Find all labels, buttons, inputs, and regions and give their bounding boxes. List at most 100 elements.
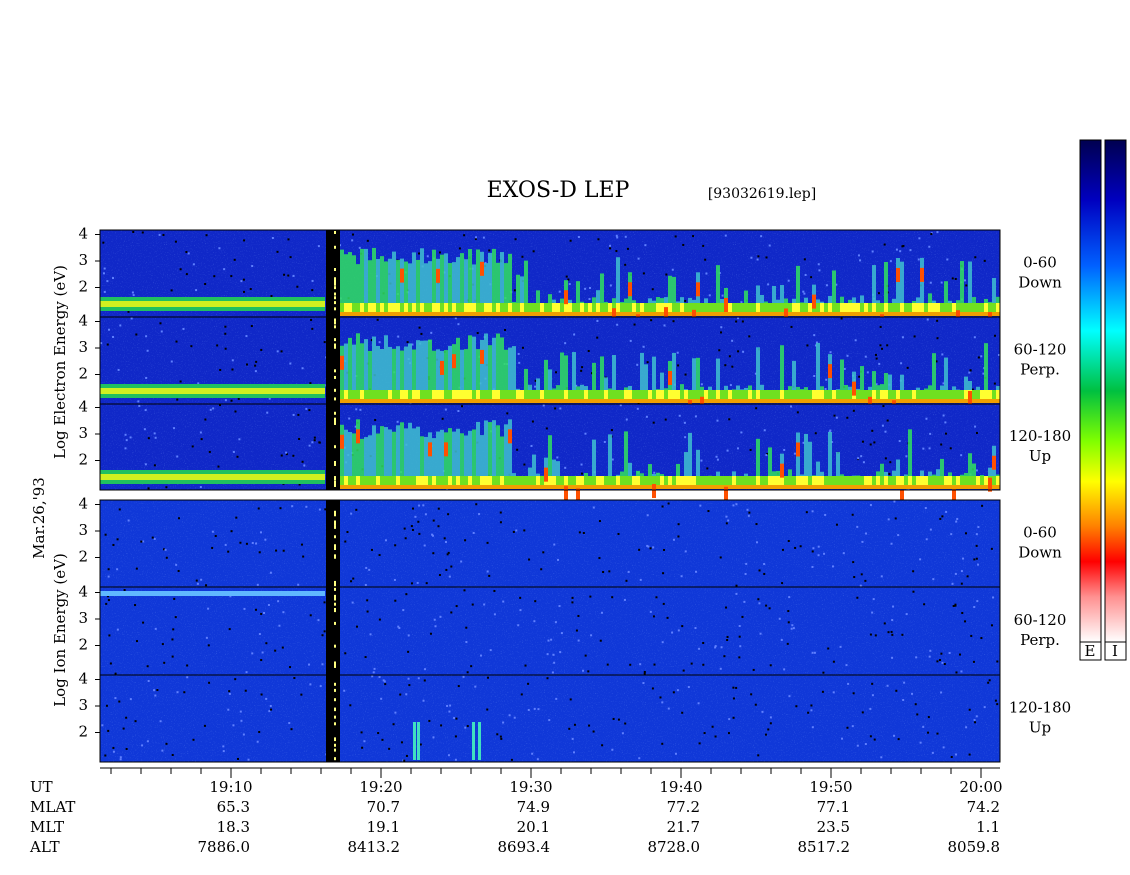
noise-pixel — [740, 431, 743, 434]
noise-pixel — [441, 417, 444, 420]
noise-pixel — [533, 620, 536, 623]
noise-pixel — [736, 447, 739, 450]
flux-column — [524, 260, 528, 312]
noise-pixel — [165, 556, 168, 559]
flux-column — [460, 390, 464, 399]
spectrogram-noise — [100, 587, 1000, 675]
noise-pixel — [840, 317, 843, 320]
flux-column — [372, 425, 376, 485]
noise-pixel — [431, 534, 434, 537]
noise-pixel — [682, 669, 685, 672]
flux-column — [860, 476, 864, 485]
noise-pixel — [928, 655, 931, 658]
flux-column — [364, 390, 368, 399]
flux-column — [936, 476, 940, 485]
noise-pixel — [350, 512, 353, 515]
flux-spike — [413, 722, 416, 760]
noise-pixel — [457, 323, 460, 326]
noise-pixel — [580, 463, 583, 466]
noise-pixel — [714, 645, 717, 648]
noise-pixel — [811, 550, 814, 553]
noise-pixel — [852, 409, 855, 412]
noise-pixel — [875, 357, 878, 360]
noise-pixel — [893, 500, 896, 503]
noise-pixel — [817, 554, 820, 557]
noise-pixel — [697, 702, 700, 705]
panel-label: 120-180 — [1009, 699, 1071, 717]
gap-pixel — [334, 296, 336, 300]
flux-column — [424, 476, 428, 485]
noise-pixel — [559, 651, 562, 654]
noise-pixel — [554, 407, 557, 410]
flux-column — [472, 390, 476, 399]
flux-column — [560, 390, 564, 399]
flux-column — [968, 261, 972, 312]
noise-pixel — [355, 508, 358, 511]
noise-pixel — [317, 619, 320, 622]
noise-pixel — [897, 738, 900, 741]
noise-pixel — [404, 537, 407, 540]
flux-column — [548, 390, 552, 399]
noise-pixel — [672, 320, 675, 323]
noise-pixel — [600, 611, 603, 614]
noise-pixel — [768, 244, 771, 247]
noise-pixel — [453, 716, 456, 719]
flux-column — [628, 476, 632, 485]
noise-pixel — [399, 693, 402, 696]
noise-pixel — [796, 411, 799, 414]
flux-column — [640, 476, 644, 485]
flux-column — [956, 390, 960, 399]
flux-peak — [664, 307, 668, 322]
flux-column — [668, 390, 672, 399]
noise-pixel — [894, 517, 897, 520]
noise-pixel — [737, 350, 740, 353]
flux-column — [856, 303, 860, 312]
noise-pixel — [388, 747, 391, 750]
noise-pixel — [793, 452, 796, 455]
noise-pixel — [960, 670, 963, 673]
noise-pixel — [624, 235, 627, 238]
flux-column — [352, 433, 356, 485]
flux-column — [740, 390, 744, 399]
noise-pixel — [732, 686, 735, 689]
noise-pixel — [925, 538, 928, 541]
noise-pixel — [313, 439, 316, 442]
noise-pixel — [257, 507, 260, 510]
gap-pixel — [334, 476, 336, 480]
noise-pixel — [373, 667, 376, 670]
flux-column — [680, 476, 684, 485]
gap-pixel — [334, 345, 336, 349]
noise-pixel — [112, 750, 115, 753]
noise-pixel — [405, 593, 408, 596]
flux-column — [672, 303, 676, 312]
panel-frame — [99, 403, 1001, 491]
flux-column — [820, 303, 824, 312]
noise-pixel — [356, 625, 359, 628]
flux-column — [708, 476, 712, 485]
noise-pixel — [354, 425, 357, 428]
noise-pixel — [936, 732, 939, 735]
noise-pixel — [268, 397, 271, 400]
flux-peak — [992, 455, 996, 470]
gap-pixel — [334, 547, 336, 551]
flux-column — [444, 432, 448, 485]
noise-pixel — [929, 432, 932, 435]
flux-column — [924, 476, 928, 485]
flux-column — [912, 476, 916, 485]
noise-pixel — [783, 668, 786, 671]
flux-column — [364, 339, 368, 399]
flux-column — [428, 339, 432, 399]
flux-column — [492, 420, 496, 485]
noise-pixel — [973, 605, 976, 608]
flux-column — [700, 476, 704, 485]
y-tick-label: 2 — [78, 723, 88, 741]
flux-column — [364, 437, 368, 485]
flux-column — [664, 476, 668, 485]
flux-column — [648, 476, 652, 485]
noise-pixel — [841, 737, 844, 740]
noise-pixel — [351, 233, 354, 236]
noise-pixel — [975, 715, 978, 718]
flux-column — [580, 390, 584, 399]
flux-column — [464, 303, 468, 312]
noise-pixel — [425, 582, 428, 585]
